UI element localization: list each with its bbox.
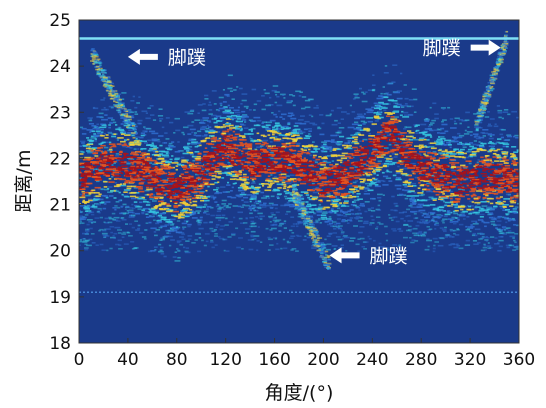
y-tick-label: 24 bbox=[49, 57, 71, 77]
annotation-fin-3: 脚蹼 bbox=[329, 245, 408, 267]
y-tick-label: 23 bbox=[49, 103, 71, 123]
annotation-arrow-icon bbox=[127, 48, 158, 65]
y-tick-label: 25 bbox=[49, 11, 71, 31]
x-tick-label: 0 bbox=[74, 350, 85, 370]
annotation-fin-2: 脚蹼 bbox=[423, 38, 501, 60]
annotation-label: 脚蹼 bbox=[370, 245, 408, 267]
tick-layer: 0 40 80 120 160 200 240 280 320 360 18 19 20 21 22 23 24… bbox=[49, 11, 535, 370]
x-tick-label: 240 bbox=[356, 350, 388, 370]
y-tick-label: 21 bbox=[49, 196, 71, 216]
annotation-arrow-icon bbox=[470, 39, 501, 56]
x-tick-label: 40 bbox=[117, 350, 139, 370]
y-tick-label: 19 bbox=[49, 288, 71, 308]
x-tick-label: 320 bbox=[454, 350, 486, 370]
annotation-label: 脚蹼 bbox=[423, 38, 461, 60]
y-tick-label: 20 bbox=[49, 242, 71, 262]
x-tick-label: 360 bbox=[503, 350, 535, 370]
plot-frame bbox=[78, 19, 520, 344]
echo-intensity-layer bbox=[79, 30, 519, 293]
y-tick-label: 18 bbox=[49, 334, 71, 354]
y-axis-title: 距离/m bbox=[13, 150, 35, 213]
x-tick-label: 200 bbox=[307, 350, 339, 370]
x-tick-label: 280 bbox=[405, 350, 437, 370]
x-tick-label: 160 bbox=[258, 350, 290, 370]
x-tick-label: 80 bbox=[166, 350, 188, 370]
annotation-label: 脚蹼 bbox=[168, 47, 206, 69]
y-tick-label: 22 bbox=[49, 149, 71, 169]
annotation-fin-1: 脚蹼 bbox=[127, 47, 206, 69]
annotation-arrow-icon bbox=[329, 247, 360, 264]
x-tick-label: 120 bbox=[209, 350, 241, 370]
x-axis-title: 角度/(°) bbox=[265, 382, 334, 404]
